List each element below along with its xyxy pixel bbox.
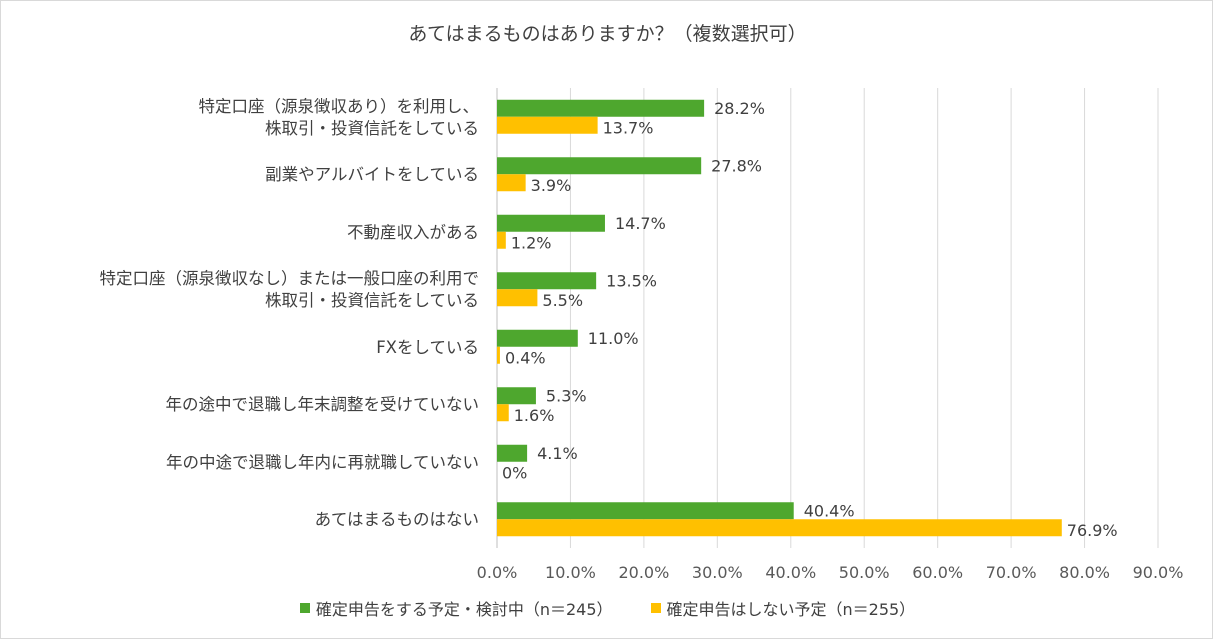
bar-series-2 (497, 346, 500, 364)
data-label: 27.8% (711, 156, 762, 175)
x-tick-label: 10.0% (545, 563, 596, 582)
bar-series-1 (497, 214, 605, 232)
bar-series-2 (497, 289, 538, 307)
x-tick-label: 30.0% (692, 563, 743, 582)
data-label: 11.0% (588, 329, 639, 348)
data-label: 40.4% (804, 501, 855, 520)
bar-series-2 (497, 519, 1062, 537)
bar-series-2 (497, 404, 509, 422)
data-label: 14.7% (615, 214, 666, 233)
data-label: 0% (502, 463, 527, 482)
data-label: 5.5% (542, 291, 583, 310)
category-label-line: 不動産収入がある (347, 222, 479, 242)
category-label-line: 株取引・投資信託をしている (264, 118, 479, 138)
bar-series-1 (497, 502, 794, 520)
legend-label-series-1: 確定申告をする予定・検討中（n＝245） (315, 600, 613, 619)
category-label-line: 年の途中で退職し年末調整を受けていない (165, 395, 480, 415)
x-tick-label: 60.0% (912, 563, 963, 582)
bar-series-1 (497, 329, 578, 347)
data-label: 0.4% (505, 348, 546, 367)
x-tick-label: 0.0% (477, 563, 518, 582)
data-label: 4.1% (537, 444, 578, 463)
x-tick-label: 80.0% (1059, 563, 1110, 582)
category-label-line: 年の中途で退職し年内に再就職していない (165, 452, 479, 472)
category-label: 不動産収入がある (347, 222, 479, 244)
category-label-line: 特定口座（源泉徴収なし）または一般口座の利用で (99, 269, 480, 289)
legend-swatch-series-2 (650, 603, 661, 613)
bar-series-1 (497, 157, 702, 175)
legend-item-series-1: 確定申告をする予定・検討中（n＝245） (299, 596, 613, 620)
bar-series-2 (497, 174, 526, 192)
bar-series-2 (497, 231, 506, 249)
category-label: 年の途中で退職し年末調整を受けていない (166, 394, 480, 416)
category-label: 副業やアルバイトをしている (265, 164, 479, 186)
legend-label-series-2: 確定申告はしない予定（n＝255） (666, 600, 916, 619)
bar-series-2 (497, 116, 598, 134)
x-tick-label: 40.0% (765, 563, 816, 582)
bar-series-1 (497, 444, 528, 462)
legend-item-series-2: 確定申告はしない予定（n＝255） (650, 596, 916, 620)
category-label: 特定口座（源泉徴収なし）または一般口座の利用で 株取引・投資信託をしている (100, 268, 480, 312)
category-label: 特定口座（源泉徴収あり）を利用し、 株取引・投資信託をしている (199, 96, 480, 140)
bar-series-1 (497, 99, 705, 117)
legend: 確定申告をする予定・検討中（n＝245） 確定申告はしない予定（n＝255） (1, 596, 1213, 620)
data-label: 13.5% (606, 271, 657, 290)
category-label-line: あてはまるものはない (314, 510, 479, 530)
x-tick-label: 20.0% (618, 563, 669, 582)
category-label-line: 特定口座（源泉徴収あり）を利用し、 (198, 96, 480, 116)
category-label: FXをしている (376, 337, 479, 359)
legend-swatch-series-1 (299, 603, 310, 613)
data-label: 5.3% (546, 386, 587, 405)
x-tick-label: 90.0% (1133, 563, 1184, 582)
x-tick-label: 70.0% (986, 563, 1037, 582)
x-tick-label: 50.0% (839, 563, 890, 582)
category-label: あてはまるものはない (315, 509, 479, 531)
category-label-line: 副業やアルバイトをしている (265, 165, 479, 185)
data-label: 3.9% (531, 176, 572, 195)
category-label: 年の中途で退職し年内に再就職していない (166, 452, 479, 474)
bar-series-1 (497, 272, 597, 290)
data-label: 1.2% (511, 233, 552, 252)
category-label-line: FXをしている (376, 337, 479, 357)
chart-title: あてはまるものはありますか？（複数選択可） (408, 23, 807, 45)
category-label-line: 株取引・投資信託をしている (264, 291, 479, 311)
data-label: 1.6% (514, 406, 555, 425)
data-label: 28.2% (714, 99, 765, 118)
data-label: 76.9% (1067, 521, 1118, 540)
data-label: 13.7% (603, 118, 654, 137)
bar-series-1 (497, 387, 536, 405)
